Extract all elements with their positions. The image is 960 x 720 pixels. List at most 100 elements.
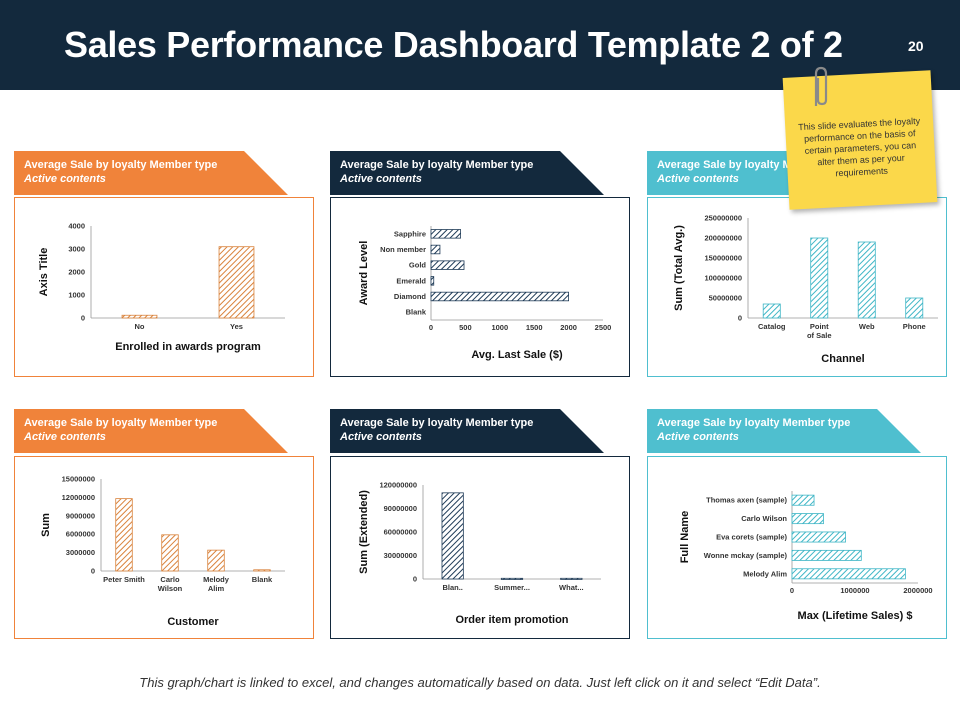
ribbon-shape (330, 409, 604, 453)
bar (430, 260, 465, 270)
x-axis-title: Channel (821, 353, 864, 365)
y-tick-label: 9000000 (66, 511, 95, 520)
x-tick-label: 1000 (491, 323, 508, 332)
y-tick-label: Eva corets (sample) (716, 533, 787, 542)
chart-panel: 0 1000 2000 3000 4000 No Yes Enrolled in awards… (14, 197, 314, 377)
sticky-note-text: This slide evaluates the loyalty perform… (797, 115, 921, 179)
chart-panel: 0 50000000 100000000 150000000 200000000 2500… (647, 197, 947, 377)
bar (207, 549, 225, 572)
chart-canvas: 0 1000000 2000000 Thomas axen (sample) Carlo… (679, 491, 933, 622)
chart-panel: 0 500 1000 1500 2000 2500 Sapphire Non member Go… (330, 197, 630, 377)
page-number: 20 (908, 38, 924, 54)
x-tick-label: Carlo Wilson (158, 575, 183, 593)
panel-ribbon: Average Sale by loyalty Member type Activ… (330, 151, 620, 195)
bar (430, 244, 441, 255)
ribbon-subtitle: Active contents (340, 173, 422, 185)
chart-canvas: 0 500 1000 1500 2000 2500 Sapphire Non member Go… (358, 226, 611, 361)
chart-panel: 0 30000000 60000000 90000000 120000000 Blan..… (330, 456, 630, 639)
bar (253, 569, 271, 572)
y-tick-label: 100000000 (704, 274, 742, 283)
bar (791, 494, 815, 506)
bar (121, 314, 158, 319)
y-tick-label: Non member (380, 245, 426, 254)
x-axis-title: Avg. Last Sale ($) (471, 349, 563, 361)
ribbon-title: Average Sale by loyalty Member type (340, 159, 534, 171)
y-tick-label: 0 (81, 314, 85, 323)
bar (218, 246, 255, 319)
x-tick-label: 2000000 (903, 586, 932, 595)
x-tick-label: Point of Sale (807, 322, 832, 340)
y-tick-label: 6000000 (66, 530, 95, 539)
x-axis-title: Max (Lifetime Sales) $ (798, 610, 913, 622)
y-tick-label: 90000000 (384, 504, 417, 513)
y-tick-label: 200000000 (704, 234, 742, 243)
x-axis-title: Enrolled in awards program (115, 341, 261, 353)
y-tick-label: 3000 (68, 245, 85, 254)
bar (791, 531, 846, 543)
ribbon-subtitle: Active contents (24, 173, 106, 185)
y-axis-title: Axis Title (38, 248, 50, 297)
y-tick-label: Sapphire (394, 229, 426, 238)
chart-canvas: 0 1000 2000 3000 4000 No Yes Enrolled in awards… (38, 222, 285, 353)
x-tick-label: Summer... (494, 583, 530, 592)
sticky-note-paper: This slide evaluates the loyalty perform… (782, 70, 938, 210)
y-tick-label: Thomas axen (sample) (706, 496, 787, 505)
y-axis-title: Award Level (358, 241, 370, 306)
x-tick-label: Web (859, 322, 875, 331)
x-tick-label: 2000 (560, 323, 577, 332)
y-tick-label: 250000000 (704, 214, 742, 223)
chart-canvas: 0 3000000 6000000 9000000 12000000 15000000 Pe… (40, 475, 285, 628)
bar (430, 276, 435, 286)
sticky-note: This slide evaluates the loyalty perform… (782, 66, 938, 210)
x-tick-label: 1000000 (840, 586, 869, 595)
x-tick-label: Blank (252, 575, 273, 584)
x-tick-label: Phone (903, 322, 926, 331)
y-tick-label: Melody Alim (743, 569, 787, 578)
x-tick-label: Catalog (758, 322, 786, 331)
bar (810, 237, 829, 319)
y-tick-label: 2000 (68, 268, 85, 277)
bar (560, 577, 583, 580)
y-tick-label: Emerald (396, 276, 426, 285)
header-bar: Sales Performance Dashboard Template 2 o… (0, 0, 960, 90)
panel-ribbon: Average Sale by loyalty Member type Activ… (14, 151, 304, 195)
chart-panel: 0 3000000 6000000 9000000 12000000 15000000 Pe… (14, 456, 314, 639)
bar (441, 492, 464, 580)
chart-canvas: 0 50000000 100000000 150000000 200000000 2500… (673, 214, 938, 365)
y-tick-label: 0 (91, 567, 95, 576)
bar (161, 534, 179, 572)
bar (791, 513, 824, 525)
x-tick-label: Peter Smith (103, 575, 145, 584)
ribbon-title: Average Sale by loyalty Member type (657, 417, 851, 429)
x-tick-label: Yes (230, 322, 243, 331)
y-tick-label: Wonne mckay (sample) (704, 551, 788, 560)
y-tick-label: 3000000 (66, 548, 95, 557)
y-axis-title: Sum (40, 513, 52, 537)
ribbon-title: Average Sale by loyalty Member type (340, 417, 534, 429)
bar (791, 549, 862, 561)
footer-note: This graph/chart is linked to excel, and… (139, 675, 821, 690)
bar (430, 229, 461, 239)
bar (430, 291, 570, 302)
ribbon-shape (14, 151, 288, 195)
chart-canvas: 0 30000000 60000000 90000000 120000000 Blan..… (358, 481, 601, 626)
x-tick-label: Melody Alim (203, 575, 230, 593)
panel-ribbon: Average Sale by loyalty Member type Activ… (647, 409, 937, 453)
ribbon-shape (330, 151, 604, 195)
ribbon-subtitle: Active contents (24, 431, 106, 443)
x-axis-title: Customer (167, 616, 219, 628)
x-axis-title: Order item promotion (455, 614, 568, 626)
x-tick-label: What... (559, 583, 584, 592)
y-tick-label: 50000000 (709, 294, 742, 303)
ribbon-title: Average Sale by loyalty Member type (24, 417, 218, 429)
y-tick-label: Carlo Wilson (741, 514, 787, 523)
bar (115, 498, 133, 572)
y-tick-label: 0 (738, 314, 742, 323)
x-tick-label: 0 (790, 586, 794, 595)
y-axis-title: Sum (Extended) (358, 490, 370, 574)
bar (500, 577, 524, 580)
x-tick-label: 500 (459, 323, 472, 332)
y-tick-label: 1000 (68, 291, 85, 300)
x-tick-label: 1500 (526, 323, 543, 332)
y-tick-label: Blank (406, 308, 427, 317)
